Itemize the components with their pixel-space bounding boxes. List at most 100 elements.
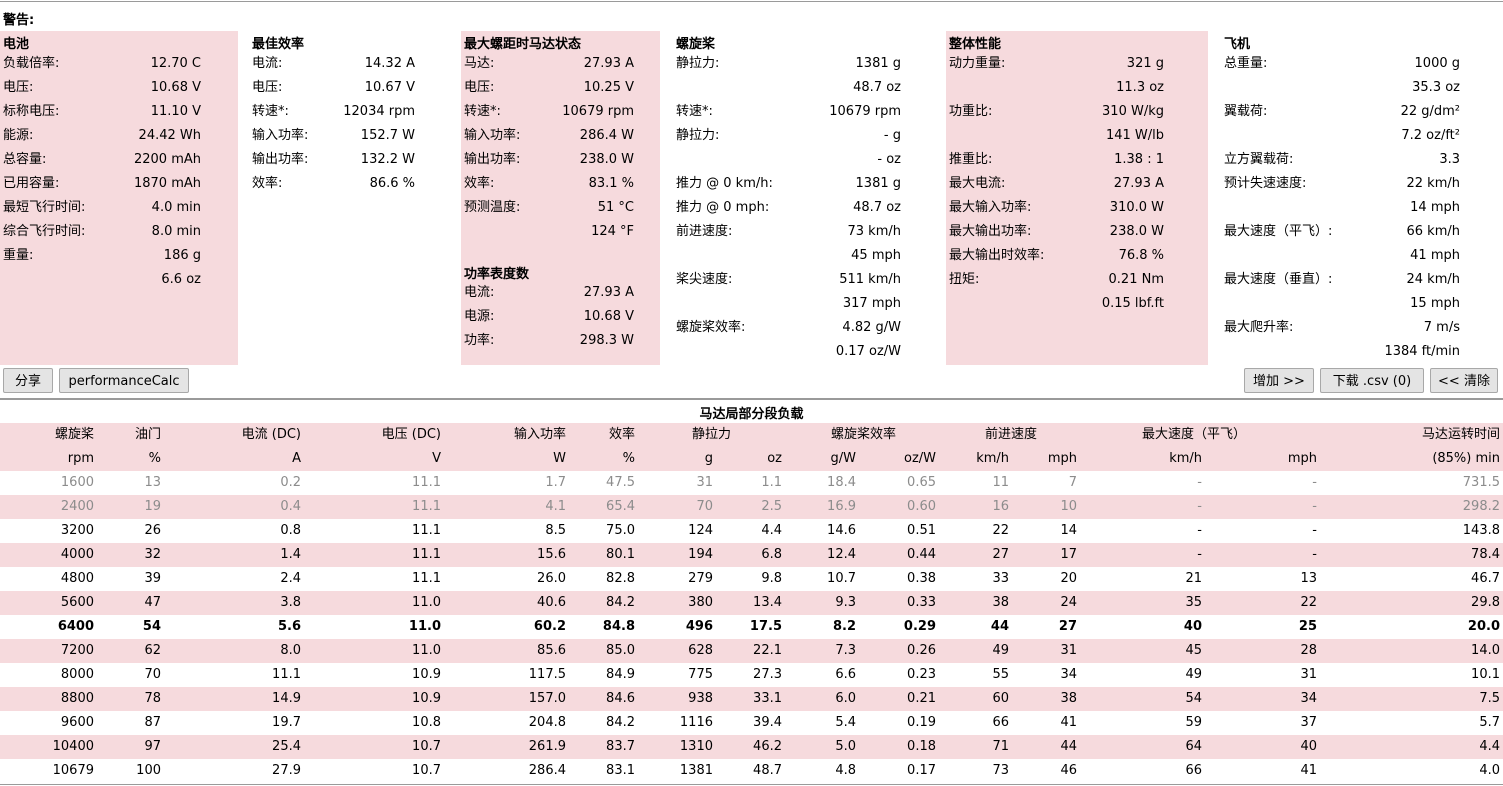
row-label: 转速*: — [464, 104, 501, 119]
panel-row: 输入功率: 286.4 W — [461, 124, 660, 148]
download-csv-button[interactable]: 下载 .csv (0) — [1320, 368, 1424, 393]
row-value: 10.67 V — [364, 80, 415, 95]
clear-button[interactable]: << 清除 — [1430, 368, 1498, 393]
row-label: 能源: — [3, 128, 34, 143]
table-cell: 6.8 — [761, 547, 782, 562]
table-cell: 11.1 — [272, 667, 301, 682]
row-label: 输入功率: — [464, 128, 521, 143]
table-cell: 10.9 — [412, 691, 441, 706]
table-cell: 4800 — [60, 571, 94, 586]
row-value: 238.0 W — [1109, 224, 1164, 239]
panel-row: 7.2 oz/ft² — [1221, 124, 1503, 148]
table-cell: 55 — [992, 667, 1009, 682]
row-value: 35.3 oz — [1412, 80, 1460, 95]
panel-overall: 整体性能 动力重量: 321 g 11.3 oz 功重比: 310 W/kg 141 W/l… — [946, 31, 1208, 365]
table-row: 5600 47 3.8 11.0 40.6 84.2 380 13.4 9.3 0.33 38 24 3… — [0, 591, 1503, 615]
row-label: 效率: — [252, 176, 283, 191]
panel-row: 前进速度: 73 km/h — [673, 220, 918, 244]
table-cell: 19.7 — [272, 715, 301, 730]
table-cell: 11.1 — [412, 547, 441, 562]
table-cell: 10 — [1060, 499, 1077, 514]
table-cell: 1.1 — [761, 475, 782, 490]
table-cell: 1381 — [679, 763, 713, 778]
panel-row: 推力 @ 0 mph: 48.7 oz — [673, 196, 918, 220]
table-cell: 40 — [1183, 619, 1202, 634]
table-cell: 80.1 — [606, 547, 635, 562]
table-cell: 21 — [1185, 571, 1202, 586]
table-cell: 22 — [1300, 595, 1317, 610]
row-label: 电压: — [252, 80, 283, 95]
row-value: 0.17 oz/W — [835, 344, 901, 359]
warning-label: 警告: — [3, 13, 35, 28]
panel-row: 电流: 27.93 A — [461, 281, 660, 305]
row-value: 45 mph — [851, 248, 901, 263]
row-label: 最大输入功率: — [949, 200, 1032, 215]
add-button[interactable]: 增加 >> — [1244, 368, 1314, 393]
column-unit: km/h — [1169, 451, 1202, 466]
bottom-divider — [0, 784, 1503, 785]
row-value: 3.3 — [1439, 152, 1460, 167]
panel-row: 41 mph — [1221, 244, 1503, 268]
table-cell: 5.6 — [277, 619, 301, 634]
panel-row: 翼载荷: 22 g/dm² — [1221, 100, 1503, 124]
table-cell: 16 — [992, 499, 1009, 514]
table-cell: 157.0 — [528, 691, 566, 706]
row-value: 286.4 W — [579, 128, 634, 143]
panel-row: 总容量: 2200 mAh — [0, 148, 238, 172]
table-cell: 39.4 — [753, 715, 782, 730]
performance-calc-button[interactable]: performanceCalc — [59, 368, 189, 393]
table-cell: 1.4 — [280, 547, 301, 562]
table-cell: 1600 — [60, 475, 94, 490]
row-label: 最大速度（垂直）: — [1224, 272, 1333, 287]
table-cell: 14.9 — [272, 691, 301, 706]
row-value: 14 mph — [1410, 200, 1460, 215]
table-cell: 22.1 — [753, 643, 782, 658]
row-label: 静拉力: — [676, 128, 720, 143]
panel-row: 重量: 186 g — [0, 244, 238, 268]
row-label: 转速*: — [252, 104, 289, 119]
column-unit: % — [622, 451, 635, 466]
column-unit: A — [292, 451, 301, 466]
table-cell: 20 — [1060, 571, 1077, 586]
table-cell: 38 — [1060, 691, 1077, 706]
table-cell: 0.17 — [907, 763, 936, 778]
table-cell: 0.2 — [280, 475, 301, 490]
table-cell: 9.8 — [761, 571, 782, 586]
column-unit: W — [553, 451, 566, 466]
table-cell: 7.5 — [1479, 691, 1500, 706]
table-cell: - — [1312, 523, 1317, 538]
panel-row: 推重比: 1.38 : 1 — [946, 148, 1208, 172]
share-button[interactable]: 分享 — [3, 368, 53, 393]
table-cell: 14 — [1060, 523, 1077, 538]
table-cell: 66 — [1185, 763, 1202, 778]
panel-title: 螺旋桨 — [676, 37, 716, 52]
table-cell: 5.4 — [835, 715, 856, 730]
row-value: 317 mph — [842, 296, 901, 311]
table-cell: 14.6 — [827, 523, 856, 538]
row-label: 最大电流: — [949, 176, 1006, 191]
panel-row: 48.7 oz — [673, 76, 918, 100]
row-value: 24.42 Wh — [138, 128, 201, 143]
row-label: 电流: — [464, 285, 495, 300]
table-cell: 11.0 — [408, 619, 441, 634]
row-value: 15 mph — [1410, 296, 1460, 311]
table-cell: 85.6 — [537, 643, 566, 658]
table-cell: 12.4 — [827, 547, 856, 562]
row-label: 扭矩: — [949, 272, 980, 287]
table-cell: 66 — [992, 715, 1009, 730]
panel-title: 最佳效率 — [252, 37, 305, 52]
table-cell: 286.4 — [528, 763, 566, 778]
table-cell: 35 — [1185, 595, 1202, 610]
row-label: 螺旋桨效率: — [676, 320, 746, 335]
table-row: 6400 54 5.6 11.0 60.2 84.8 496 17.5 8.2 0.29 44 27 4… — [0, 615, 1503, 639]
row-value: 1.38 : 1 — [1114, 152, 1164, 167]
panel-battery: 电池 负载倍率: 12.70 C 电压: 10.68 V 标称电压: 11.10 V 能源: 2… — [0, 31, 238, 365]
table-cell: 84.2 — [606, 595, 635, 610]
panel-row: 负载倍率: 12.70 C — [0, 52, 238, 76]
panel-row: 输出功率: 132.2 W — [249, 148, 449, 172]
table-cell: 46.7 — [1471, 571, 1500, 586]
panel-row: 动力重量: 321 g — [946, 52, 1208, 76]
table-cell: 0.60 — [907, 499, 936, 514]
column-header: 静拉力 — [691, 427, 731, 442]
table-cell: 47 — [144, 595, 161, 610]
